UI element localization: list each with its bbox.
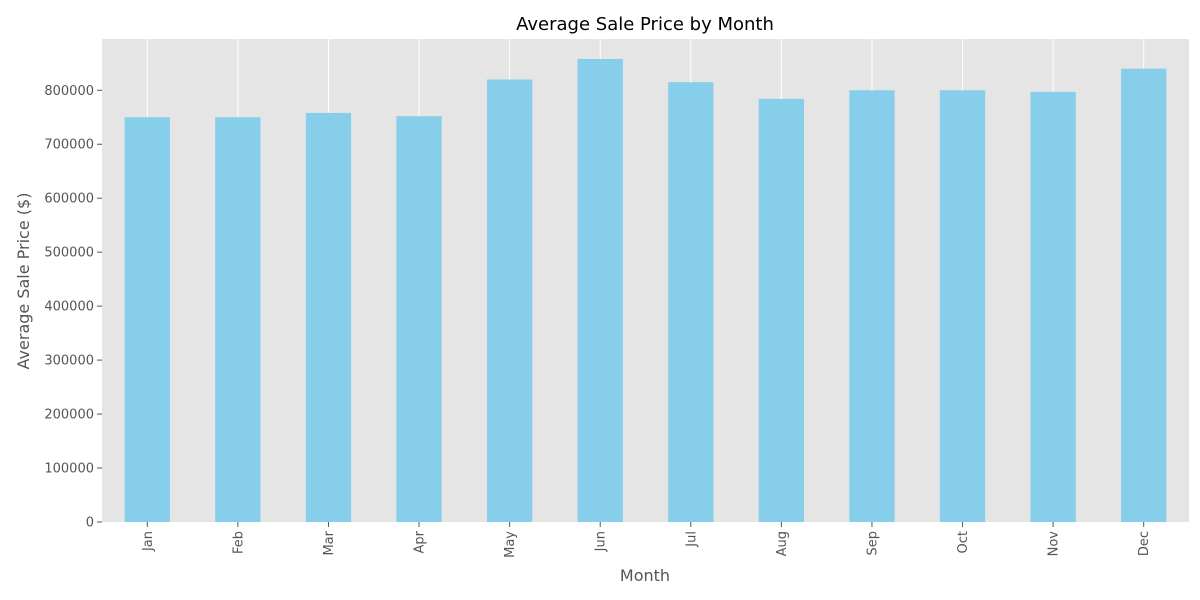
x-tick-label: May [503,531,518,558]
chart-title: Average Sale Price by Month [516,14,774,35]
y-tick-label: 0 [86,516,94,531]
x-tick-label: Jul [684,531,699,548]
x-axis-ticks: Jan Feb Mar Apr May Jun Jul Aug Sep Oct Nov Dec [141,522,1152,558]
bar-may [486,79,533,523]
x-tick-label: Mar [322,530,337,555]
y-tick-label: 800000 [44,84,94,99]
bar-feb [215,117,261,522]
x-tick-label: Jan [141,531,156,552]
y-tick-label: 700000 [44,138,94,153]
bar-mar [305,112,352,522]
bar-sep [849,90,895,522]
x-tick-label: Nov [1047,531,1062,557]
bar-aug [758,98,805,522]
y-tick-label: 100000 [44,462,94,477]
x-tick-label: Dec [1137,531,1152,556]
bar-oct [939,90,986,522]
bar-nov [1030,91,1076,523]
bar-jan [124,117,170,522]
y-tick-label: 200000 [44,408,94,423]
y-tick-label: 400000 [44,300,94,315]
bar-apr [396,116,442,523]
x-tick-label: Feb [231,531,246,554]
y-tick-label: 500000 [44,246,94,261]
y-tick-label: 600000 [44,192,94,207]
bar-dec [1121,68,1167,522]
x-axis-label: Month [620,566,670,585]
x-tick-label: Oct [956,531,971,553]
x-tick-label: Aug [775,531,790,556]
x-tick-label: Apr [413,530,428,553]
x-tick-label: Jun [594,531,609,552]
plot-background [102,39,1189,522]
bars [124,58,1167,523]
y-axis-ticks: 0 100000 200000 300000 400000 500000 600000 700… [44,84,102,531]
y-axis-label: Average Sale Price ($) [14,193,33,370]
bar-jun [577,58,623,523]
bar-jul [668,82,714,522]
y-tick-label: 300000 [44,354,94,369]
x-tick-label: Sep [865,531,880,556]
